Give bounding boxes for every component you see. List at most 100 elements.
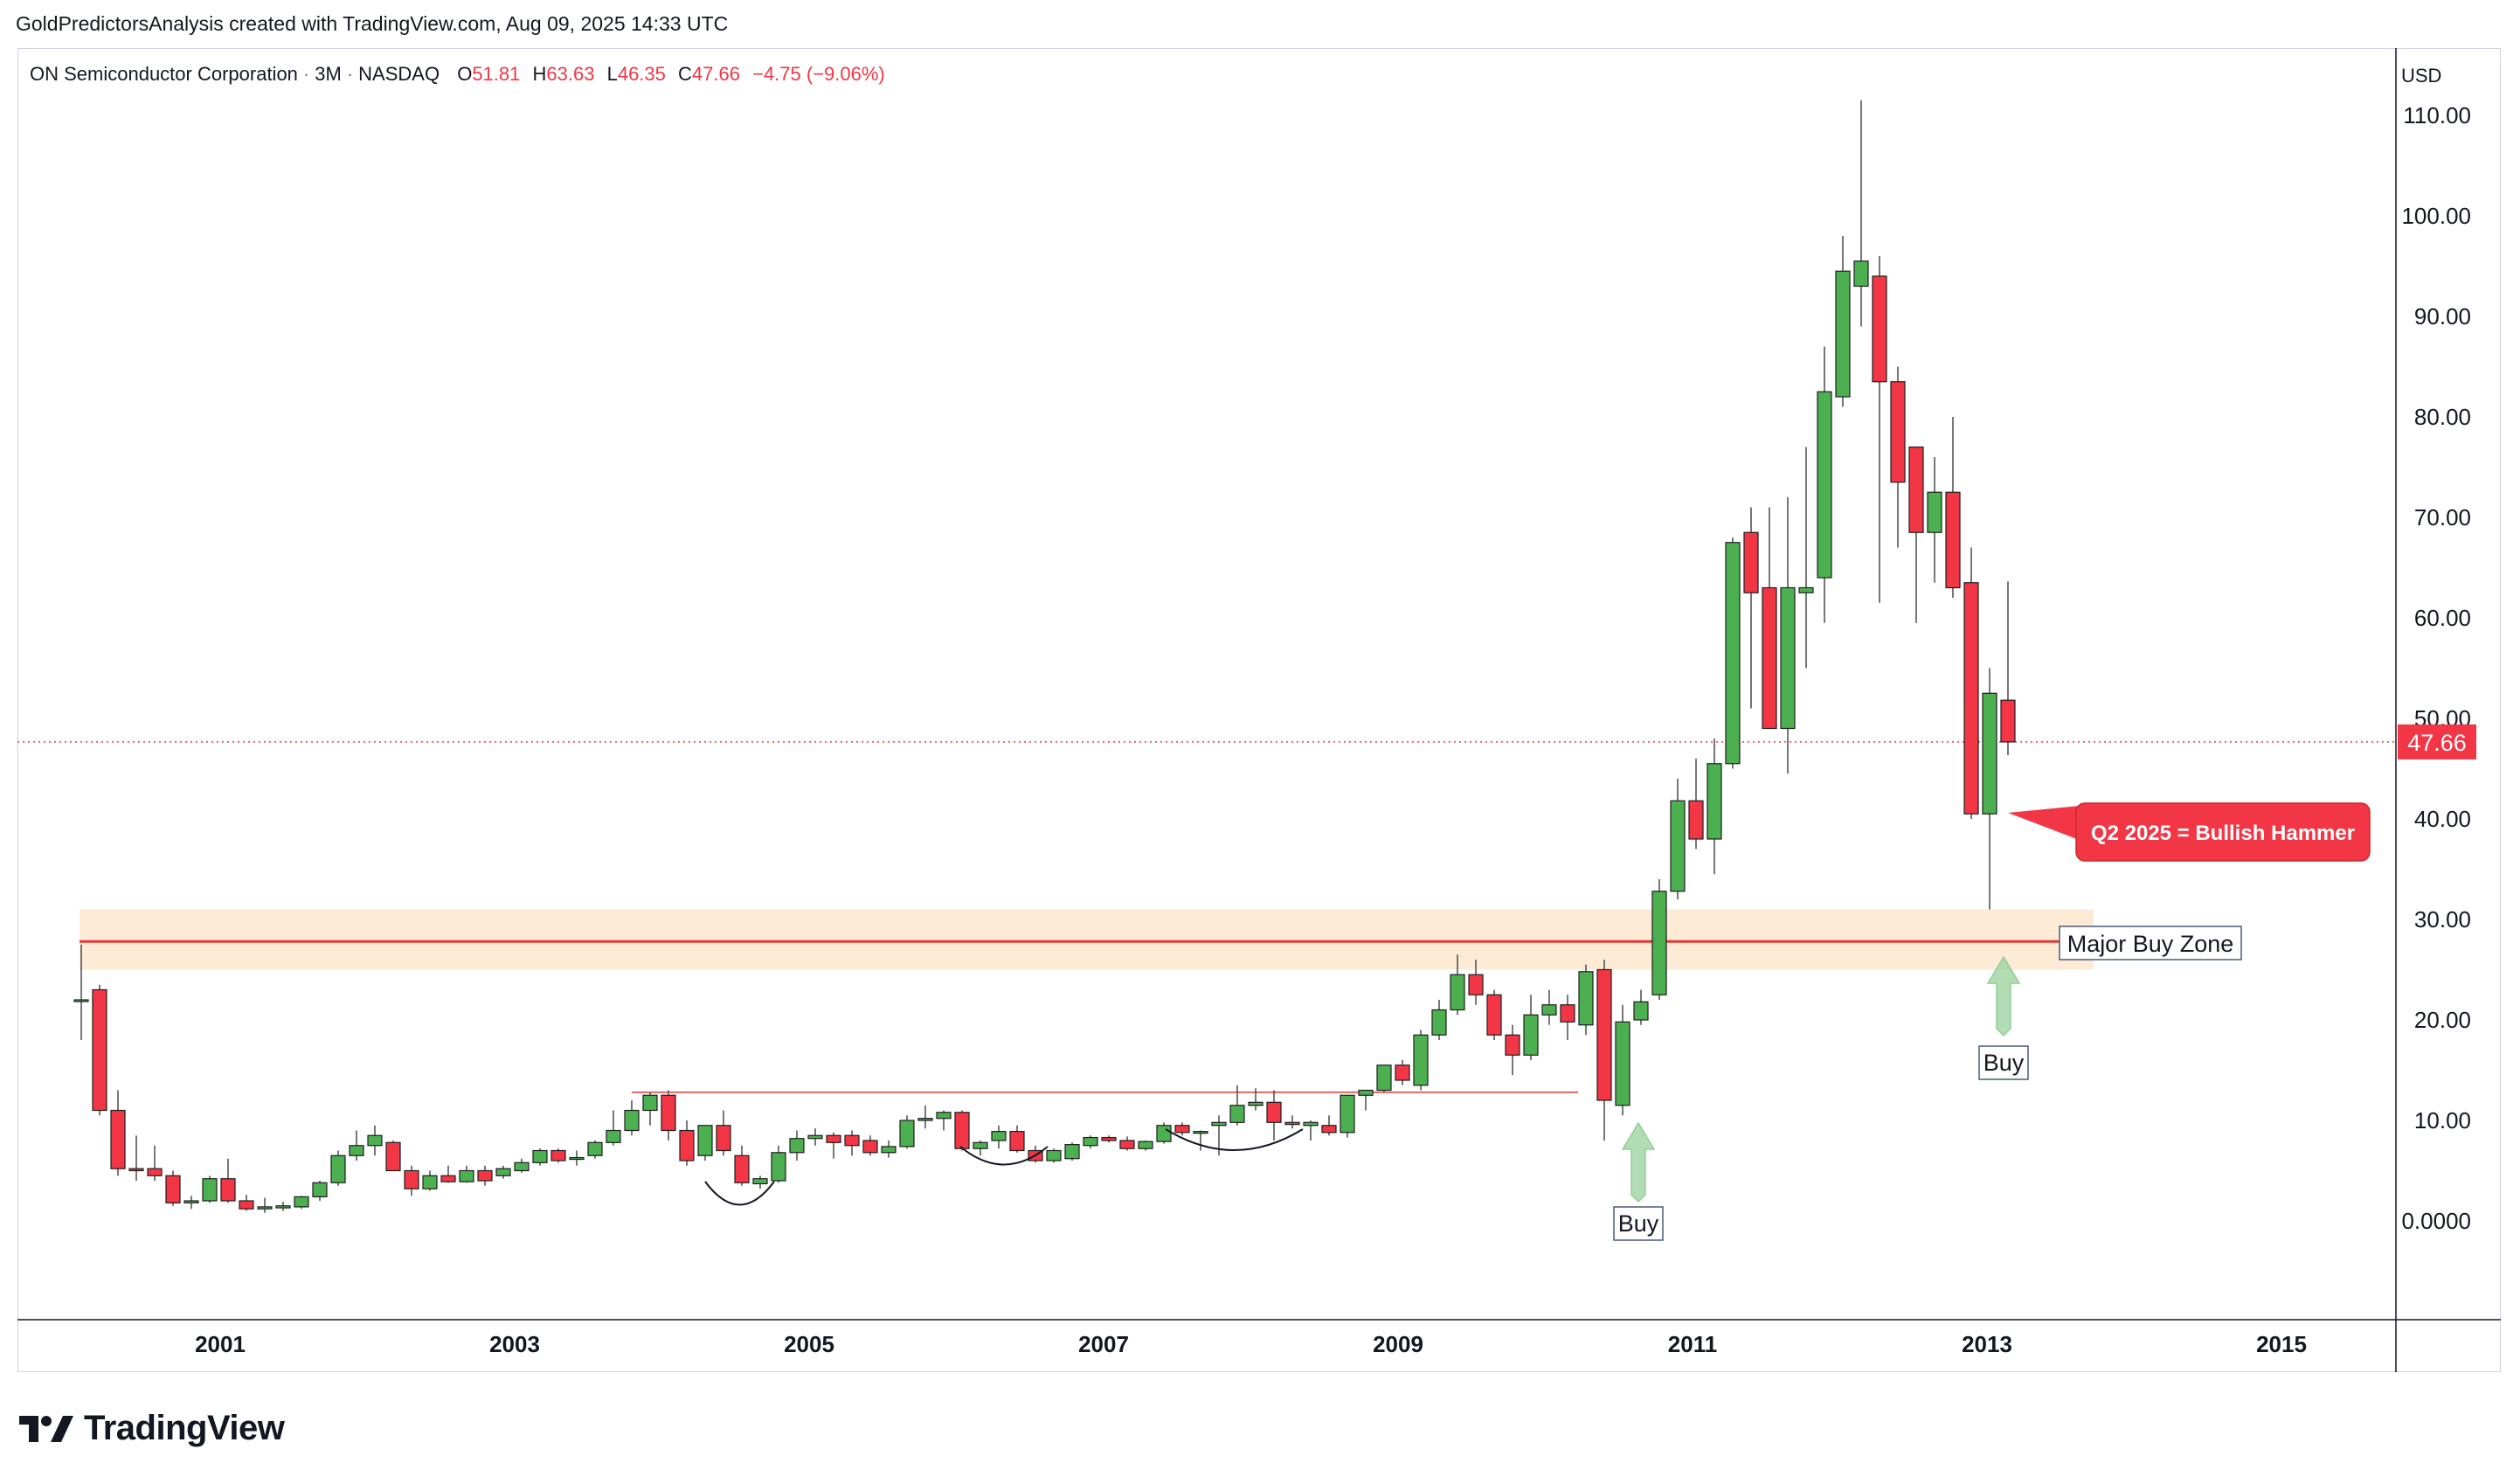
candle[interactable] (1046, 1148, 1062, 1163)
candle[interactable] (1266, 1090, 1282, 1141)
candle[interactable] (716, 1110, 731, 1156)
candle[interactable] (312, 1181, 328, 1201)
candle[interactable] (697, 1125, 713, 1161)
candle[interactable] (1945, 417, 1961, 598)
interval-label[interactable]: 3M (315, 63, 342, 85)
candle[interactable] (1468, 960, 1484, 1005)
candle[interactable] (1101, 1135, 1117, 1143)
candle[interactable] (2000, 581, 2016, 755)
candle[interactable] (1908, 446, 1924, 623)
candle[interactable] (1835, 236, 1851, 407)
candle[interactable] (1596, 960, 1612, 1141)
candle[interactable] (477, 1165, 493, 1186)
candle[interactable] (147, 1145, 163, 1181)
candle[interactable] (1633, 989, 1649, 1025)
buy-annotation-2025[interactable]: Buy (1978, 1045, 2029, 1080)
candle[interactable] (899, 1115, 915, 1149)
candle[interactable] (92, 984, 107, 1116)
major-buy-zone-label[interactable]: Major Buy Zone (2059, 926, 2242, 960)
candle[interactable] (422, 1170, 438, 1191)
rounding-bottom-arc[interactable] (704, 1181, 775, 1206)
candle[interactable] (661, 1090, 676, 1141)
candle[interactable] (1890, 366, 1906, 548)
candle[interactable] (1798, 447, 1814, 669)
candle[interactable] (459, 1165, 474, 1183)
candle[interactable] (1486, 989, 1502, 1041)
candle[interactable] (1064, 1142, 1080, 1161)
candle[interactable] (202, 1175, 218, 1203)
candle[interactable] (239, 1195, 254, 1211)
candle[interactable] (826, 1132, 841, 1159)
symbol-name[interactable]: ON Semiconductor Corporation (30, 63, 298, 85)
candle[interactable] (220, 1158, 236, 1203)
candle[interactable] (1413, 1030, 1429, 1091)
candle[interactable] (1780, 497, 1796, 774)
candle[interactable] (1395, 1060, 1410, 1085)
candle[interactable] (569, 1150, 585, 1166)
candle[interactable] (1982, 668, 1997, 910)
candle[interactable] (991, 1125, 1007, 1149)
candle[interactable] (1009, 1125, 1025, 1153)
candle[interactable] (1743, 507, 1759, 709)
candle[interactable] (1541, 989, 1557, 1025)
candle[interactable] (1670, 779, 1686, 899)
candle[interactable] (1028, 1145, 1043, 1163)
candle[interactable] (1560, 995, 1575, 1040)
candle[interactable] (1156, 1122, 1172, 1144)
candle[interactable] (1651, 879, 1667, 1000)
candle[interactable] (1450, 954, 1465, 1016)
candle[interactable] (587, 1141, 603, 1159)
candle[interactable] (1358, 1089, 1374, 1111)
candle[interactable] (440, 1165, 456, 1183)
candle[interactable] (1817, 346, 1832, 623)
candle[interactable] (1578, 964, 1594, 1036)
candle[interactable] (1248, 1088, 1263, 1111)
candle[interactable] (1762, 507, 1777, 730)
candle[interactable] (936, 1110, 952, 1131)
candle[interactable] (1523, 995, 1539, 1060)
candle[interactable] (1853, 100, 1869, 327)
candle[interactable] (789, 1130, 805, 1161)
candle[interactable] (1119, 1136, 1135, 1151)
candle[interactable] (1193, 1130, 1208, 1151)
candle[interactable] (1083, 1135, 1098, 1149)
candle[interactable] (1340, 1094, 1355, 1138)
candle[interactable] (1431, 1000, 1447, 1040)
candle[interactable] (1138, 1141, 1153, 1151)
candle[interactable] (349, 1130, 364, 1161)
candle[interactable] (1615, 1004, 1630, 1116)
candle[interactable] (404, 1165, 419, 1196)
candle[interactable] (1174, 1122, 1190, 1136)
candle[interactable] (275, 1202, 291, 1211)
candle[interactable] (881, 1141, 897, 1158)
candle[interactable] (624, 1100, 640, 1136)
candle[interactable] (330, 1150, 346, 1186)
candle[interactable] (862, 1135, 878, 1156)
bullish-hammer-callout[interactable]: Q2 2025 = Bullish Hammer (2008, 802, 2371, 862)
candle[interactable] (973, 1141, 988, 1156)
candle[interactable] (1284, 1115, 1300, 1129)
candle[interactable] (1688, 759, 1704, 849)
candle[interactable] (752, 1175, 768, 1189)
candle[interactable] (954, 1110, 970, 1151)
candle[interactable] (807, 1128, 823, 1146)
candle[interactable] (183, 1196, 199, 1210)
candle[interactable] (257, 1197, 273, 1213)
candle[interactable] (642, 1092, 658, 1126)
candle[interactable] (73, 944, 89, 1040)
candle[interactable] (367, 1125, 383, 1156)
candle[interactable] (734, 1145, 750, 1186)
rounding-bottom-arc[interactable] (1165, 1128, 1304, 1151)
candle[interactable] (110, 1090, 126, 1176)
candle[interactable] (1872, 256, 1887, 603)
candle[interactable] (1725, 537, 1741, 769)
candle[interactable] (532, 1148, 548, 1166)
candle[interactable] (495, 1165, 511, 1179)
candle[interactable] (514, 1158, 530, 1173)
candle[interactable] (294, 1196, 309, 1210)
candle[interactable] (550, 1148, 566, 1163)
candle[interactable] (606, 1110, 621, 1146)
candle[interactable] (1505, 1024, 1520, 1076)
candle[interactable] (385, 1141, 401, 1172)
